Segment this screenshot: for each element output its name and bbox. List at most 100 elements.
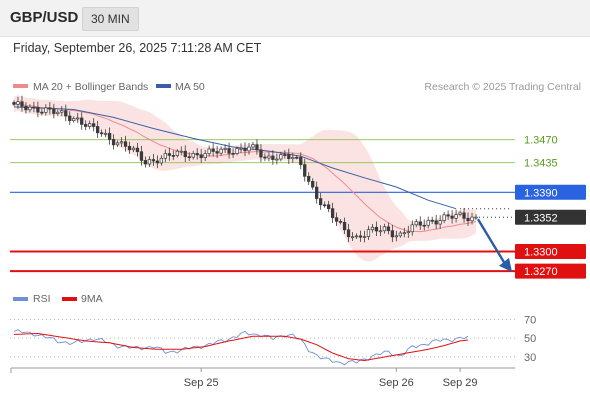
candle bbox=[92, 118, 96, 132]
candle bbox=[410, 220, 414, 236]
candle-body bbox=[12, 102, 16, 105]
rsi-legend-swatch bbox=[13, 297, 28, 301]
candle-body bbox=[40, 111, 44, 114]
rsi-ma-legend-swatch bbox=[62, 297, 77, 301]
candle bbox=[434, 215, 438, 230]
candle-body bbox=[454, 214, 458, 219]
candle bbox=[326, 200, 331, 213]
candle bbox=[394, 230, 398, 242]
candle bbox=[438, 215, 442, 229]
candle-body bbox=[378, 230, 383, 233]
rsi-legend-label: RSI bbox=[33, 293, 51, 305]
candle bbox=[211, 143, 215, 157]
candle-body bbox=[235, 148, 239, 154]
candle-body bbox=[350, 236, 355, 239]
candle-body bbox=[434, 220, 438, 225]
candle-body bbox=[187, 156, 191, 159]
candle-body bbox=[16, 101, 20, 105]
candle bbox=[219, 146, 223, 156]
candle bbox=[418, 216, 422, 231]
candle-body bbox=[127, 146, 132, 151]
candle-body bbox=[263, 156, 267, 159]
candle-body bbox=[215, 151, 219, 154]
candle-body bbox=[279, 154, 283, 160]
candle-body bbox=[32, 106, 36, 109]
candle bbox=[72, 116, 76, 123]
candle bbox=[466, 212, 470, 227]
candle-body bbox=[446, 214, 450, 217]
candle bbox=[139, 145, 144, 166]
candle bbox=[239, 143, 243, 153]
candle bbox=[366, 225, 371, 240]
candle-body bbox=[406, 231, 410, 234]
candle-body bbox=[84, 124, 88, 127]
candle bbox=[207, 145, 211, 157]
candle-body bbox=[354, 235, 359, 238]
ma50-legend-swatch bbox=[156, 84, 171, 88]
candle bbox=[323, 201, 327, 208]
candle bbox=[422, 219, 426, 231]
candle-body bbox=[418, 221, 422, 226]
candle bbox=[111, 134, 116, 150]
candle-body bbox=[358, 235, 363, 238]
candle bbox=[231, 148, 235, 158]
candle-body bbox=[450, 215, 454, 219]
candle-body bbox=[115, 142, 120, 146]
candle bbox=[338, 218, 343, 225]
candle-body bbox=[107, 132, 112, 140]
candle-body bbox=[183, 150, 187, 158]
candle-body bbox=[203, 153, 207, 159]
candle bbox=[319, 192, 323, 210]
candle bbox=[135, 142, 140, 157]
candle bbox=[183, 145, 187, 163]
candle-body bbox=[342, 221, 347, 231]
candle bbox=[283, 150, 287, 159]
candle-body bbox=[231, 152, 235, 155]
candle bbox=[295, 155, 299, 160]
candle-body bbox=[103, 132, 108, 135]
timeframe-button[interactable]: 30 MIN bbox=[82, 7, 139, 31]
candle bbox=[462, 207, 466, 223]
level-label-1.3470: 1.3470 bbox=[524, 135, 558, 147]
forecast-arrow-head bbox=[499, 257, 512, 272]
candle-body bbox=[311, 180, 315, 188]
candle-body bbox=[470, 216, 474, 222]
candle bbox=[235, 146, 239, 156]
candle-body bbox=[28, 106, 32, 111]
candle bbox=[291, 152, 295, 163]
candle-body bbox=[119, 141, 124, 144]
candle-body bbox=[143, 160, 148, 165]
candle bbox=[243, 142, 247, 157]
candle bbox=[279, 151, 283, 162]
candle bbox=[64, 104, 68, 122]
candle-body bbox=[307, 175, 311, 182]
candle bbox=[123, 135, 128, 152]
candle-body bbox=[287, 154, 291, 159]
candle-body bbox=[338, 220, 343, 223]
candle-body bbox=[299, 157, 303, 165]
candle bbox=[199, 149, 203, 163]
candle-body bbox=[223, 148, 227, 150]
candle bbox=[16, 96, 20, 109]
candle-body bbox=[366, 229, 371, 237]
candle-body bbox=[295, 156, 299, 159]
candle-body bbox=[422, 224, 426, 227]
candle bbox=[370, 223, 375, 233]
rsi-tick-label: 70 bbox=[524, 314, 536, 326]
candle bbox=[378, 225, 383, 236]
ma20-legend-label: MA 20 + Bollinger Bands bbox=[33, 81, 148, 93]
candle bbox=[450, 210, 454, 224]
x-tick-label: Sep 25 bbox=[184, 377, 219, 389]
candle-body bbox=[315, 186, 319, 199]
candle bbox=[48, 102, 52, 115]
candle bbox=[342, 217, 347, 234]
rsi-ma-line bbox=[13, 332, 469, 362]
candle-body bbox=[52, 108, 56, 114]
candle bbox=[430, 216, 434, 224]
candle-body bbox=[68, 115, 72, 122]
candle bbox=[267, 152, 271, 162]
candle-body bbox=[334, 217, 339, 222]
candle bbox=[382, 223, 387, 234]
candle bbox=[195, 148, 199, 160]
candle bbox=[191, 150, 195, 160]
